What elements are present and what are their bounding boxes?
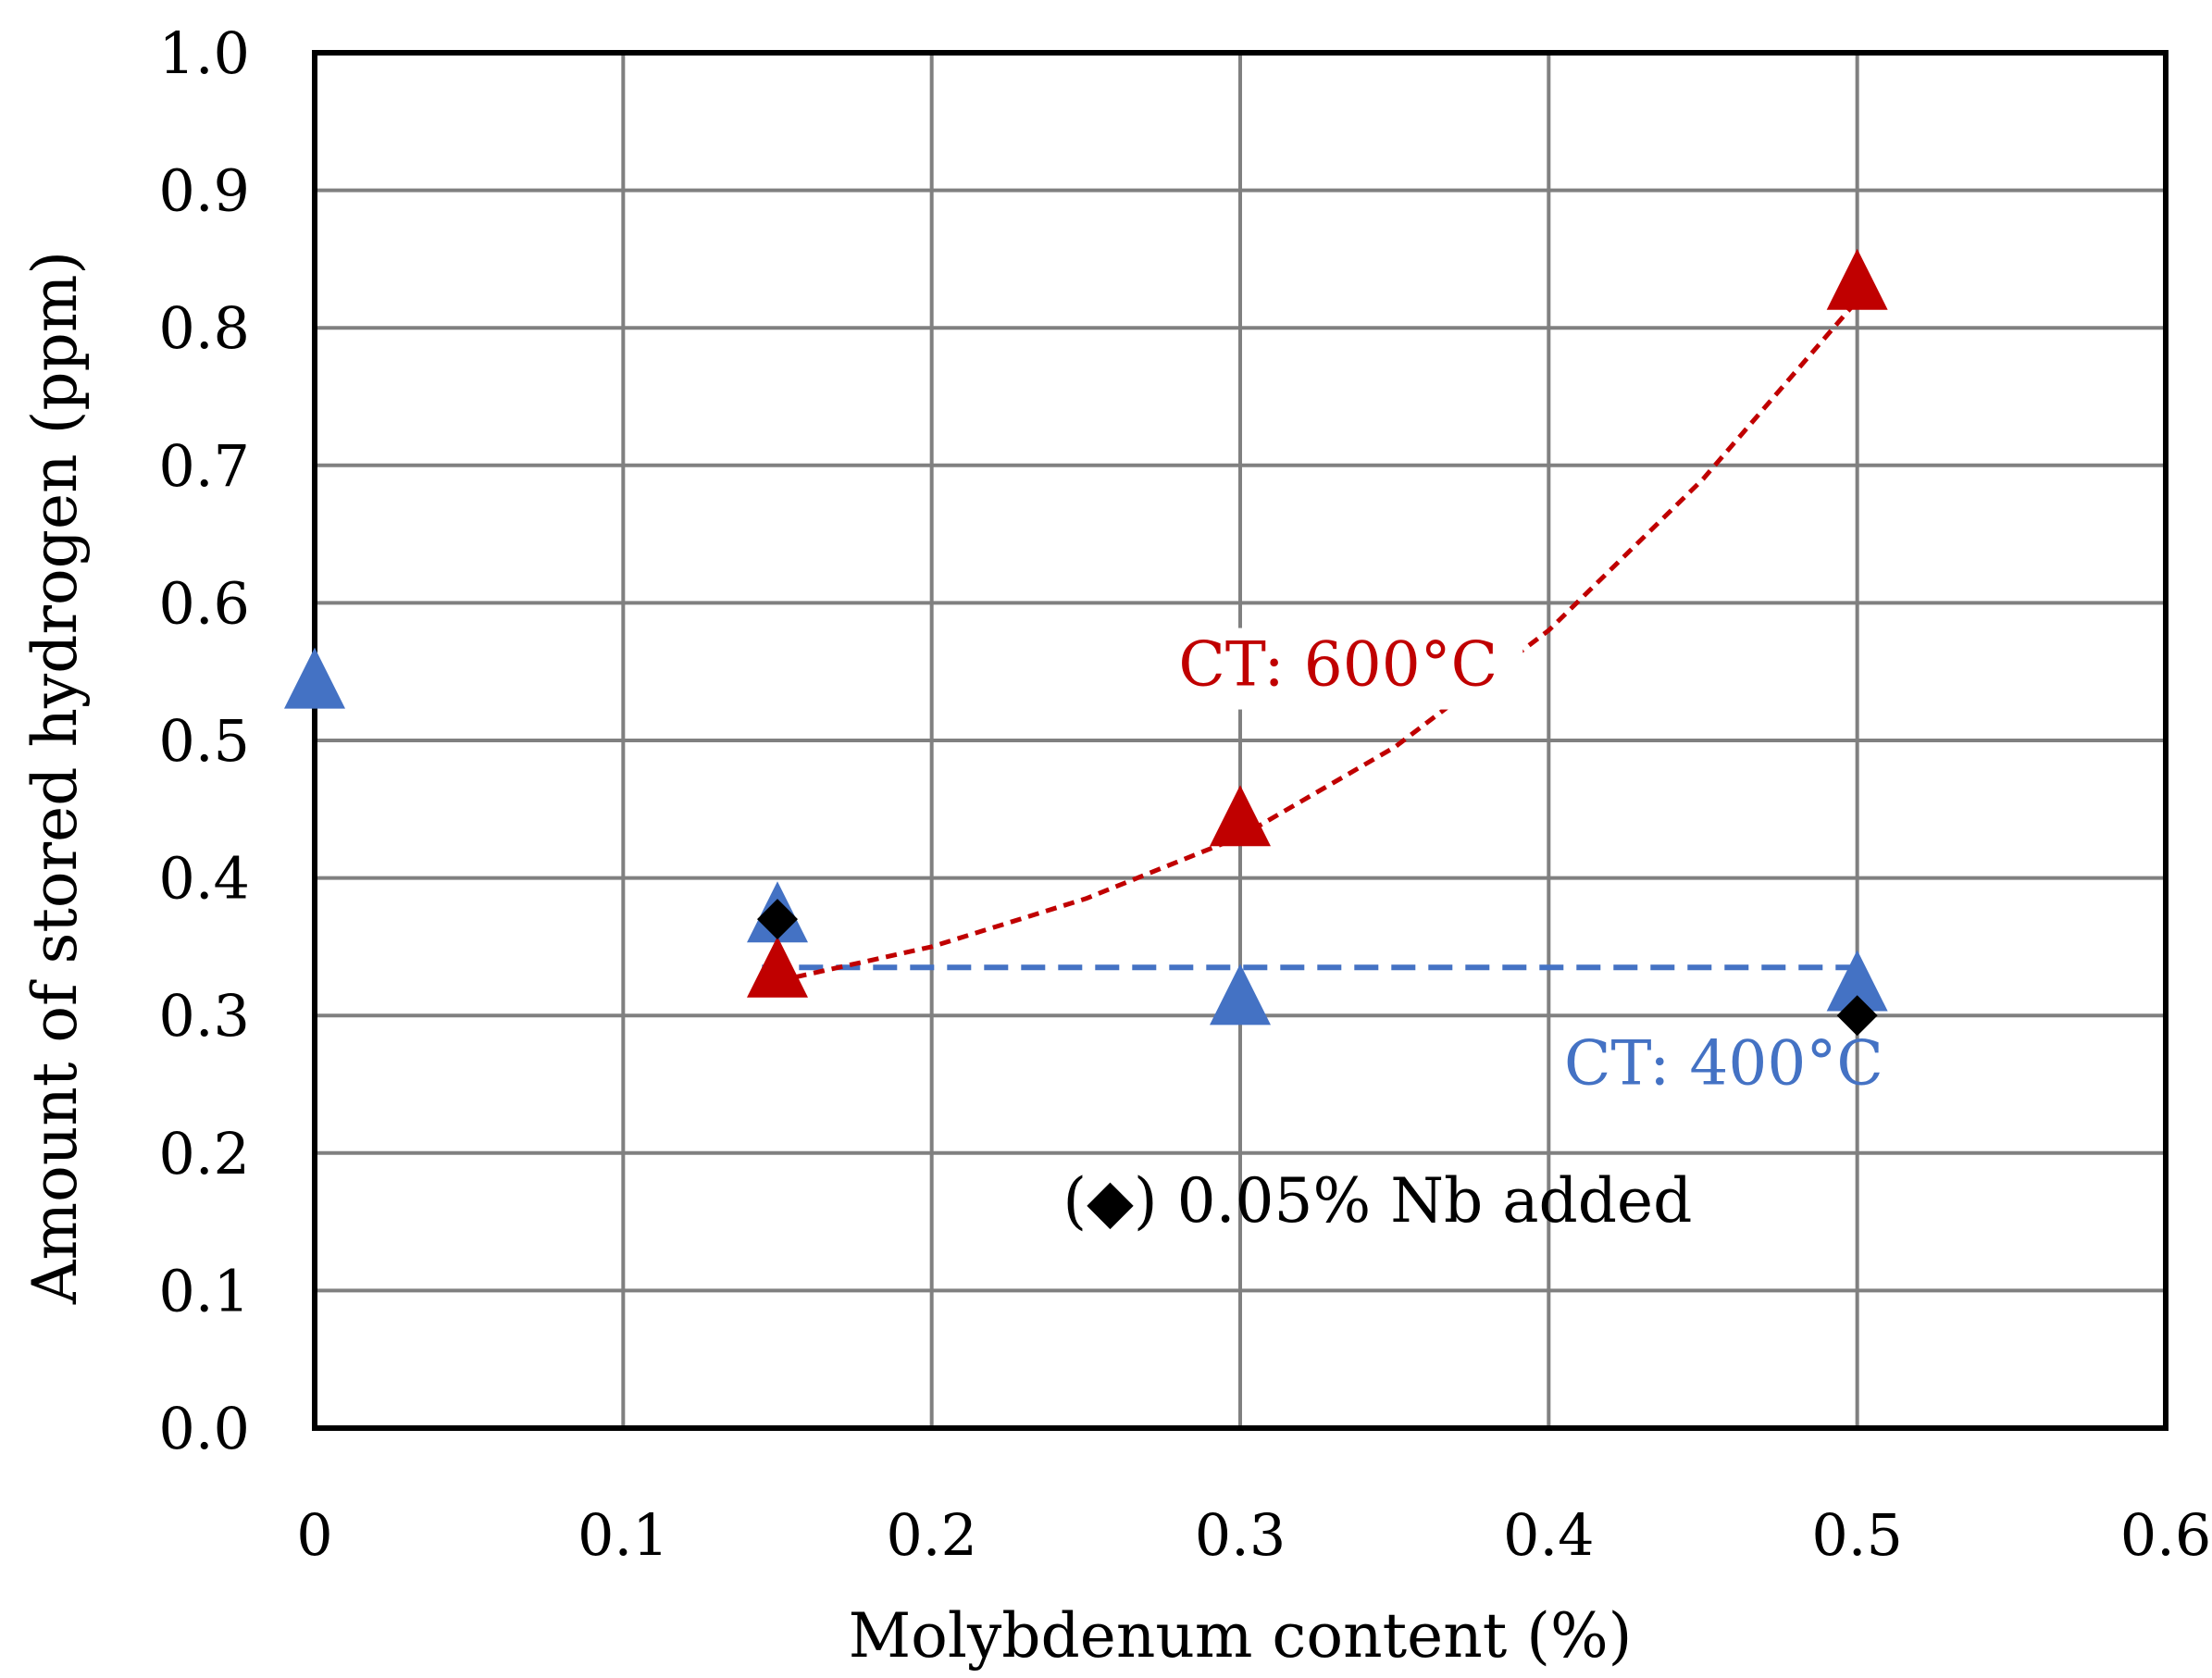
x-tick-label: 0.2: [886, 1501, 977, 1569]
y-tick-label: 0.9: [158, 157, 250, 225]
annotation-background: [1171, 628, 1523, 710]
y-tick-labels: 0.0 0.1 0.2 0.3 0.4 0.5 0.6 0.7 0.8 0.9 1.0: [158, 19, 250, 1462]
data-point-ct-400: [284, 647, 345, 709]
y-tick-label: 0.3: [158, 982, 250, 1050]
data-point-nb-added: [1836, 995, 1878, 1037]
markers: [284, 248, 1888, 1037]
y-tick-label: 0.0: [158, 1395, 250, 1462]
y-tick-label: 0.2: [158, 1120, 250, 1187]
trendlines: [762, 298, 1859, 984]
data-point-ct-600: [747, 936, 808, 998]
data-point-ct-400: [1210, 963, 1271, 1025]
data-point-ct-600: [1210, 785, 1271, 847]
diamond-icon: ◆: [1087, 1165, 1134, 1237]
x-tick-label: 0.4: [1503, 1501, 1595, 1569]
x-tick-label: 0.3: [1195, 1501, 1286, 1569]
x-tick-label: 0.1: [578, 1501, 669, 1569]
data-point-ct-400: [1826, 950, 1888, 1012]
y-tick-label: 1.0: [158, 19, 250, 87]
x-tick-label: 0.5: [1811, 1501, 1903, 1569]
data-point-nb-added: [757, 899, 798, 940]
annotation-ct-600: CT: 600°C: [1178, 629, 1497, 701]
plot-frame: [312, 50, 2169, 1431]
y-tick-label: 0.7: [158, 432, 250, 500]
data-point-ct-600: [1826, 248, 1888, 310]
annotation-ct-400: CT: 400°C: [1564, 1028, 1883, 1100]
x-tick-label: 0: [296, 1501, 332, 1569]
y-tick-label: 0.6: [158, 569, 250, 637]
annotation-nb-note: (◆) 0.05% Nb added: [1063, 1165, 1692, 1237]
x-tick-label: 0.6: [2120, 1501, 2212, 1569]
y-tick-label: 0.1: [158, 1257, 250, 1324]
y-tick-label: 0.4: [158, 845, 250, 913]
y-tick-label: 0.8: [158, 294, 250, 362]
trendline-ct-600: [777, 298, 1859, 984]
y-tick-label: 0.5: [158, 707, 250, 775]
x-tick-labels: 0 0.1 0.2 0.3 0.4 0.5 0.6: [296, 1501, 2211, 1569]
grid: [315, 53, 2166, 1428]
x-axis-title: Molybdenum content (%): [849, 1600, 1633, 1672]
annotation-nb-text: 0.05% Nb added: [1177, 1165, 1693, 1237]
y-axis-title: Amount of stored hydrogen (ppm): [19, 251, 91, 1305]
